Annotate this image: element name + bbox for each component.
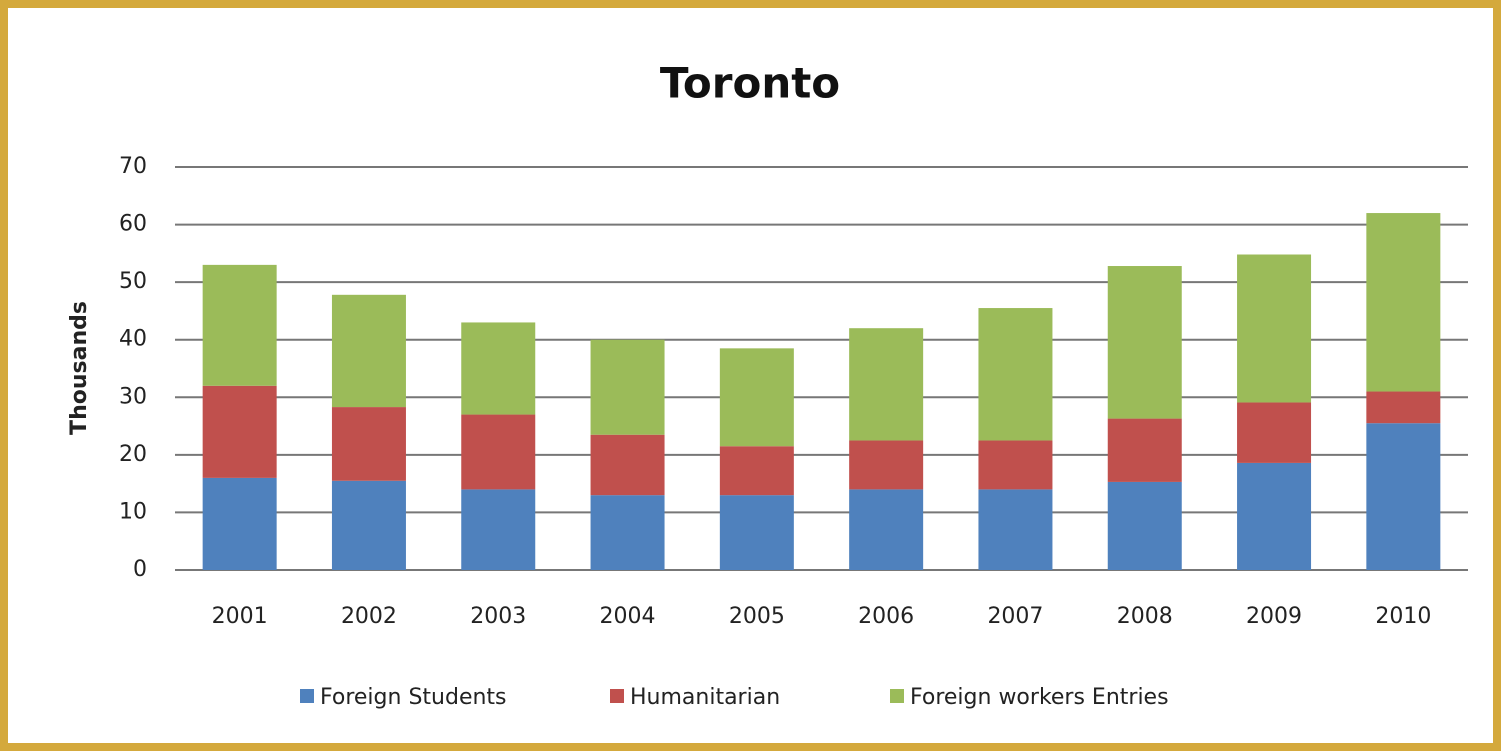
y-tick-label: 10 xyxy=(119,499,147,524)
bar-segment xyxy=(1107,266,1182,419)
y-axis-label: Thousands xyxy=(67,301,92,435)
y-tick-label: 50 xyxy=(119,269,147,294)
chart-title: Toronto xyxy=(660,59,840,108)
x-tick-label: 2003 xyxy=(470,604,526,629)
x-tick-label: 2006 xyxy=(858,604,914,629)
x-tick-label: 2001 xyxy=(212,604,268,629)
bar-segment xyxy=(1366,391,1441,424)
bar-segment xyxy=(1237,462,1312,570)
bar-segment xyxy=(202,385,277,478)
bar-segment xyxy=(1366,423,1441,570)
legend-swatch xyxy=(610,689,624,703)
bar-segment xyxy=(461,414,536,490)
bar-segment xyxy=(331,480,406,570)
bar-segment xyxy=(461,489,536,570)
y-tick-label: 60 xyxy=(119,212,147,237)
bar-segment xyxy=(1107,418,1182,482)
bar-segment xyxy=(978,440,1053,490)
y-tick-label: 0 xyxy=(133,557,147,582)
legend-swatch xyxy=(890,689,904,703)
bar-segment xyxy=(849,489,924,570)
bar-segment xyxy=(590,434,665,496)
y-tick-label: 70 xyxy=(119,154,147,179)
x-tick-label: 2005 xyxy=(729,604,785,629)
bar-segment xyxy=(461,322,536,415)
x-tick-label: 2007 xyxy=(987,604,1043,629)
bar-segment xyxy=(978,489,1053,570)
legend-label: Foreign Students xyxy=(320,685,507,710)
bar-segment xyxy=(202,477,277,570)
y-tick-label: 30 xyxy=(119,384,147,409)
legend-label: Humanitarian xyxy=(630,685,780,710)
bar-segment xyxy=(590,495,665,570)
bar-segment xyxy=(719,446,794,496)
bar-segment xyxy=(849,328,924,441)
x-tick-label: 2010 xyxy=(1375,604,1431,629)
y-tick-label: 40 xyxy=(119,327,147,352)
x-tick-label: 2004 xyxy=(600,604,656,629)
bar-segment xyxy=(1237,254,1312,403)
bar-segment xyxy=(719,348,794,447)
bar-segment xyxy=(978,308,1053,441)
x-tick-label: 2008 xyxy=(1117,604,1173,629)
bar-segment xyxy=(849,440,924,490)
legend-label: Foreign workers Entries xyxy=(910,685,1169,710)
bar-segment xyxy=(202,264,277,386)
bar-segment xyxy=(1237,402,1312,463)
x-tick-label: 2002 xyxy=(341,604,397,629)
legend-swatch xyxy=(300,689,314,703)
bar-segment xyxy=(1366,213,1441,392)
x-tick-label: 2009 xyxy=(1246,604,1302,629)
bar-segment xyxy=(719,495,794,570)
bar-segment xyxy=(1107,481,1182,570)
bar-segment xyxy=(590,339,665,435)
bar-segment xyxy=(331,407,406,481)
bar-segment xyxy=(331,294,406,408)
y-tick-label: 20 xyxy=(119,442,147,467)
